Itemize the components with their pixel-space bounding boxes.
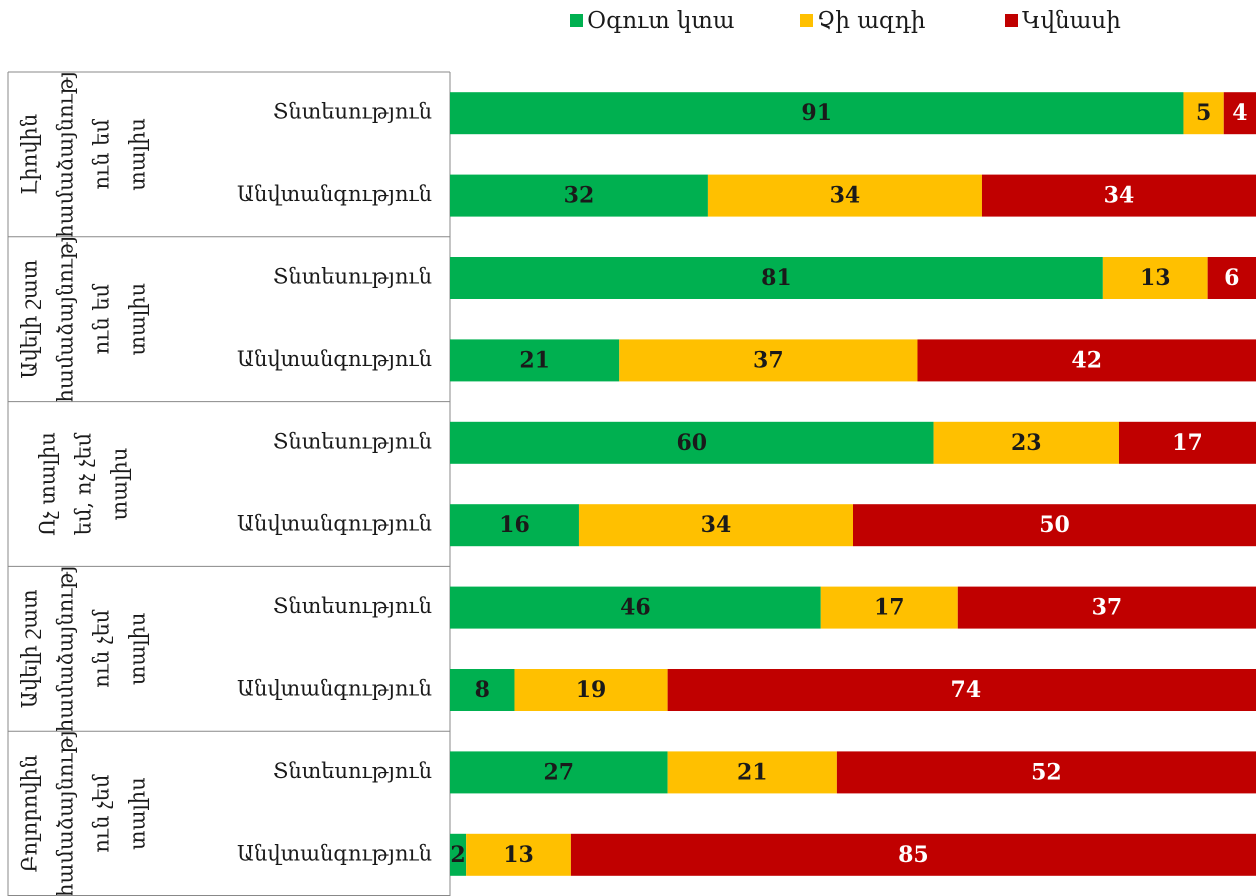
value-label: 16 (499, 512, 530, 538)
bar-segment (450, 751, 668, 794)
value-label: 21 (519, 347, 550, 373)
value-label: 60 (676, 430, 707, 456)
bar-segment (933, 421, 1119, 464)
value-label: 42 (1071, 347, 1102, 373)
value-label: 52 (1031, 759, 1062, 785)
group-label: տալիս (108, 448, 132, 521)
group-label: համաձայնությ (54, 565, 78, 732)
value-label: 85 (898, 842, 929, 868)
bar-segment (1183, 92, 1224, 135)
group-label: տալիս (126, 612, 150, 685)
bar-segment (619, 339, 918, 382)
value-label: 74 (951, 677, 982, 703)
group-label: ուն եմ (90, 283, 114, 354)
value-label: 23 (1011, 430, 1042, 456)
value-label: 4 (1232, 100, 1247, 126)
bar-segment (450, 586, 821, 629)
bar-segment (957, 586, 1256, 629)
value-label: 17 (874, 595, 905, 621)
legend-label: Չի ազդի (817, 8, 925, 34)
category-label: Տնտեսություն (273, 265, 432, 289)
group-label: Ավելի շատ (18, 589, 42, 708)
legend-label: Կվնասի (1022, 8, 1121, 34)
value-label: 2 (450, 842, 465, 868)
value-label: 27 (543, 759, 574, 785)
value-label: 21 (737, 759, 768, 785)
bar-segment (450, 669, 515, 711)
bar-segment (570, 833, 1256, 876)
category-label: Անվտանգություն (237, 841, 432, 865)
value-label: 6 (1224, 265, 1239, 291)
category-label: Անվտանգություն (237, 182, 432, 206)
bar-segment (1223, 92, 1256, 135)
group-label: համաձայնությ (54, 71, 78, 238)
value-label: 91 (801, 100, 832, 126)
bar-segment (1207, 257, 1256, 299)
value-label: 13 (1140, 265, 1171, 291)
bar-segment (981, 174, 1256, 217)
group-label: Ավելի շատ (18, 260, 42, 379)
group-label: եմ, ոչ չեմ (72, 432, 96, 535)
value-label: 13 (503, 842, 534, 868)
category-label: Անվտանգություն (237, 677, 432, 701)
bar-segment (450, 421, 934, 464)
bar-segment (578, 504, 853, 547)
value-label: 17 (1172, 430, 1203, 456)
group-label: Լիովին (18, 114, 42, 195)
value-label: 37 (753, 347, 784, 373)
bar-segment (514, 669, 668, 711)
value-label: 34 (1104, 183, 1135, 209)
group-label: Բոլորովին (18, 755, 42, 873)
legend-swatch (800, 14, 813, 27)
group-label: տալիս (126, 283, 150, 356)
bar-segment (820, 586, 958, 629)
bar-segment (450, 339, 620, 382)
bar-segment (1102, 257, 1208, 299)
category-label: Տնտեսություն (273, 429, 432, 453)
value-label: 81 (761, 265, 792, 291)
value-label: 34 (701, 512, 732, 538)
value-label: 34 (830, 183, 861, 209)
category-label: Տնտեսություն (273, 594, 432, 618)
group-label: համաձայնությ (54, 730, 78, 896)
bar-segment (450, 257, 1103, 299)
value-label: 32 (564, 183, 595, 209)
value-label: 46 (620, 595, 651, 621)
category-label: Տնտեսություն (273, 759, 432, 783)
group-label: ուն չեմ (90, 609, 114, 688)
group-label: համաձայնությ (54, 236, 78, 403)
bar-segment (466, 833, 571, 876)
value-label: 5 (1196, 100, 1211, 126)
group-label: տալիս (126, 777, 150, 850)
group-label: Ոչ տալիս (36, 432, 60, 536)
group-label: տալիս (126, 118, 150, 191)
bar-segment (1118, 421, 1256, 464)
value-label: 37 (1092, 595, 1123, 621)
category-label: Անվտանգություն (237, 347, 432, 371)
bar-segment (450, 833, 467, 876)
legend-label: Օգուտ կտա (587, 8, 735, 34)
category-label: Տնտեսություն (273, 100, 432, 124)
value-label: 19 (576, 677, 607, 703)
bar-segment (667, 669, 1256, 711)
value-label: 8 (475, 677, 490, 703)
bar-segment (450, 92, 1184, 135)
legend-swatch (570, 14, 583, 27)
group-label: ուն եմ (90, 119, 114, 190)
bar-segment (450, 174, 708, 217)
value-label: 50 (1039, 512, 1070, 538)
bar-segment (836, 751, 1256, 794)
group-label: ուն չեմ (90, 774, 114, 853)
bar-segment (667, 751, 837, 794)
bar-segment (853, 504, 1256, 547)
category-label: Անվտանգություն (237, 512, 432, 536)
bar-segment (450, 504, 579, 547)
bar-segment (917, 339, 1256, 382)
bar-segment (707, 174, 982, 217)
legend-swatch (1005, 14, 1018, 27)
